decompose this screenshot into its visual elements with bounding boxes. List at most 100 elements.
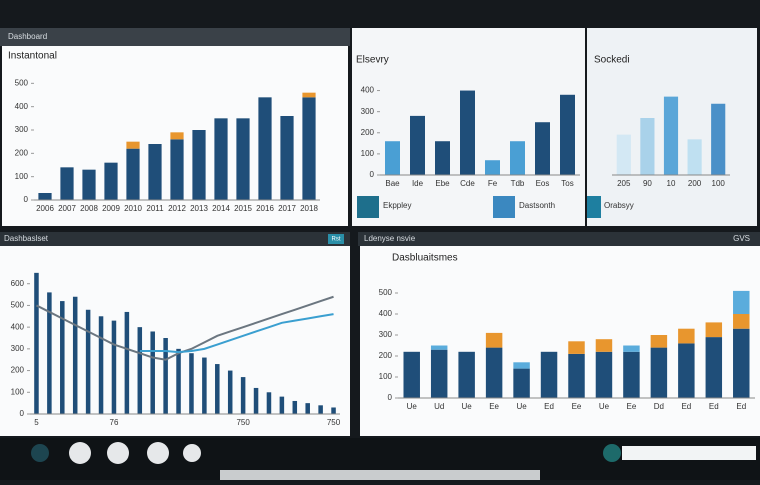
bar xyxy=(650,347,668,398)
bar xyxy=(458,351,475,398)
x-tick-label: Ee xyxy=(572,402,582,411)
bar xyxy=(150,331,155,414)
bar xyxy=(711,103,726,175)
x-tick-label: 5 xyxy=(34,418,39,427)
search-box[interactable] xyxy=(622,446,756,460)
bar xyxy=(513,368,530,398)
y-tick-label: 400 xyxy=(361,86,375,95)
bar xyxy=(189,353,194,414)
x-tick-label: 2013 xyxy=(190,204,208,213)
x-tick-label: 76 xyxy=(110,418,119,427)
x-tick-label: 2010 xyxy=(124,204,142,213)
bar xyxy=(279,396,285,414)
bar xyxy=(410,115,425,175)
y-tick-label: 200 xyxy=(379,351,393,360)
x-tick-label: 2018 xyxy=(300,204,318,213)
x-tick-label: 2007 xyxy=(58,204,76,213)
bar xyxy=(510,141,525,175)
bar xyxy=(403,351,420,398)
bar xyxy=(430,349,448,398)
line xyxy=(139,313,334,354)
bar xyxy=(568,341,585,354)
bar xyxy=(170,132,184,140)
bar xyxy=(485,160,500,175)
bar xyxy=(258,97,272,200)
chart-title: Instantonal xyxy=(8,51,57,62)
y-tick-label: 100 xyxy=(11,387,25,396)
bar xyxy=(266,392,272,414)
bar xyxy=(85,309,91,414)
bar xyxy=(595,339,613,352)
x-tick-label: 750 xyxy=(236,418,250,427)
x-tick-label: 2012 xyxy=(168,204,186,213)
panel-header xyxy=(358,232,760,246)
bar xyxy=(733,314,750,329)
tile-icon xyxy=(357,196,379,218)
x-tick-label: 2014 xyxy=(212,204,230,213)
panel xyxy=(0,246,350,436)
bar xyxy=(47,292,52,414)
y-tick-label: 300 xyxy=(15,125,29,134)
button[interactable] xyxy=(147,442,169,464)
bar xyxy=(137,327,143,414)
bar xyxy=(126,148,140,200)
bar xyxy=(640,118,655,175)
tile-icon xyxy=(587,196,601,218)
x-tick-label: Ed xyxy=(736,402,746,411)
x-tick-label: Cde xyxy=(460,179,475,188)
bar xyxy=(227,370,233,414)
bar xyxy=(82,169,96,200)
y-tick-label: 200 xyxy=(15,148,29,157)
button[interactable] xyxy=(69,442,91,464)
bar xyxy=(687,139,702,175)
bar xyxy=(663,96,679,175)
y-tick-label: 200 xyxy=(11,366,25,375)
bar xyxy=(540,351,558,398)
x-tick-label: Tdb xyxy=(511,179,525,188)
bar xyxy=(460,90,475,175)
bar xyxy=(623,345,640,352)
x-tick-label: 2006 xyxy=(36,204,54,213)
bar xyxy=(72,296,78,414)
tile-text: Orabsyy xyxy=(604,201,634,210)
x-tick-label: Ee xyxy=(489,402,499,411)
bar xyxy=(616,134,631,175)
bar xyxy=(240,377,246,414)
bar xyxy=(733,290,750,314)
y-tick-label: 600 xyxy=(11,279,25,288)
bar xyxy=(595,351,613,398)
bar xyxy=(513,362,530,369)
panel-header xyxy=(0,28,350,46)
panel xyxy=(360,246,760,436)
bar xyxy=(280,116,294,200)
badge-text: Rst xyxy=(332,237,341,243)
chart-title: Elsevry xyxy=(356,55,389,66)
button[interactable] xyxy=(183,444,201,462)
bar xyxy=(650,335,668,348)
bar xyxy=(170,139,184,200)
header-text: Ldenyse nsvie xyxy=(364,234,416,243)
tile-text: Dastsonth xyxy=(519,201,555,210)
bar xyxy=(485,347,503,398)
y-tick-label: 400 xyxy=(11,322,25,331)
bar xyxy=(214,118,228,200)
x-tick-label: 200 xyxy=(688,179,702,188)
y-tick-label: 400 xyxy=(379,309,393,318)
y-tick-label: 100 xyxy=(379,372,393,381)
panel-header xyxy=(0,232,350,246)
y-tick-label: 0 xyxy=(370,170,375,179)
button[interactable] xyxy=(107,442,129,464)
x-tick-label: Dd xyxy=(654,402,664,411)
x-tick-label: Ue xyxy=(516,402,527,411)
x-tick-label: 205 xyxy=(617,179,631,188)
bar xyxy=(292,400,298,414)
y-tick-label: 100 xyxy=(15,172,29,181)
button[interactable] xyxy=(603,444,621,462)
button[interactable] xyxy=(31,444,49,462)
x-tick-label: 750 xyxy=(327,418,341,427)
bar xyxy=(111,320,117,414)
bar xyxy=(236,118,250,200)
x-tick-label: Ed xyxy=(709,402,719,411)
y-tick-label: 0 xyxy=(388,393,393,402)
